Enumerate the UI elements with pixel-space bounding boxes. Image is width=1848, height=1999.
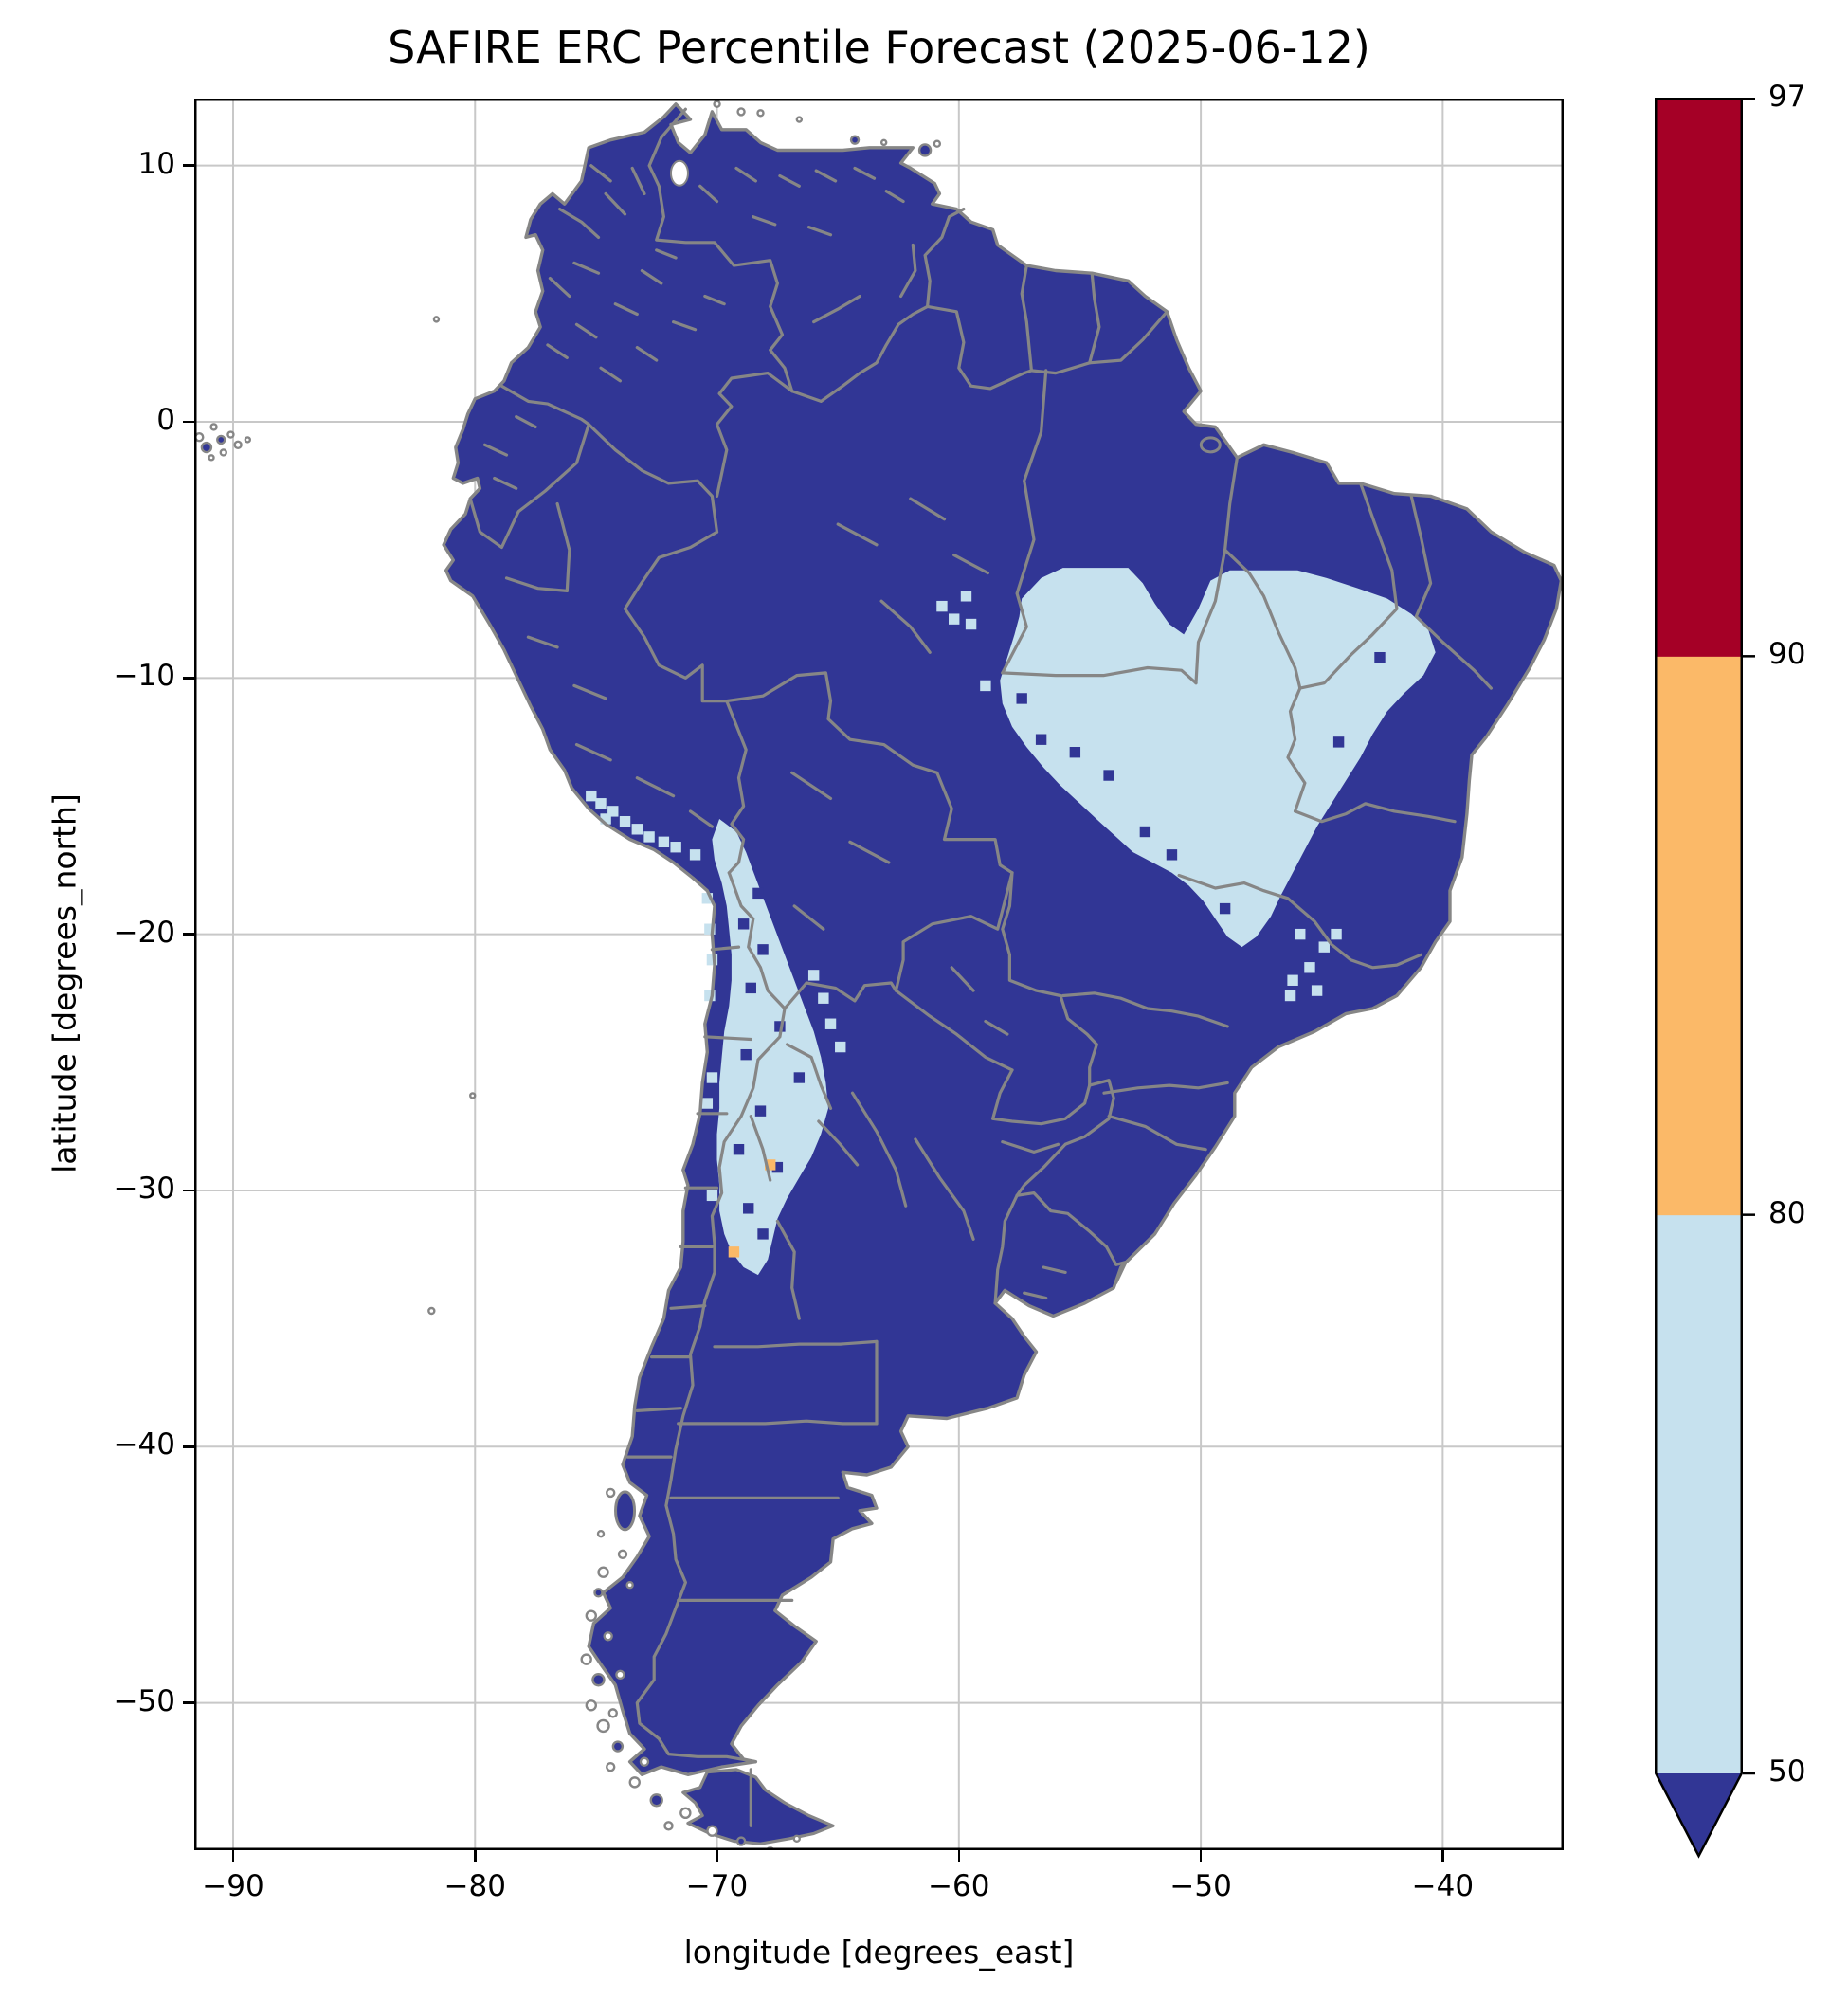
y-tick-mark [183, 677, 194, 680]
y-tick-label: −20 [113, 915, 175, 950]
y-tick-mark [183, 933, 194, 936]
colorbar-tick-label: 97 [1768, 80, 1806, 115]
colorbar-tick-label: 90 [1768, 637, 1806, 672]
x-tick-mark [1199, 1850, 1203, 1862]
x-tick-mark [716, 1850, 718, 1862]
x-axis-label: longitude [degrees_east] [683, 1934, 1075, 1971]
colorbar-tick-label: 80 [1768, 1195, 1806, 1230]
y-tick-label: −40 [113, 1427, 175, 1463]
y-tick-mark [183, 420, 194, 424]
colorbar [1655, 98, 1755, 1859]
y-axis-label: latitude [degrees_north] [45, 793, 83, 1173]
chart-title: SAFIRE ERC Percentile Forecast (2025-06-… [388, 22, 1370, 73]
y-tick-mark [183, 164, 194, 167]
y-tick-mark [183, 1445, 194, 1448]
y-tick-mark [183, 1189, 194, 1192]
x-tick-mark [474, 1850, 477, 1862]
x-tick-label: −50 [1169, 1869, 1232, 1903]
x-tick-mark [231, 1850, 235, 1862]
x-tick-label: −70 [685, 1869, 749, 1903]
x-tick-mark [1441, 1850, 1444, 1862]
x-tick-label: −80 [444, 1869, 506, 1903]
x-tick-mark [957, 1850, 961, 1862]
map-plot [194, 99, 1564, 1850]
x-tick-label: −90 [202, 1869, 264, 1903]
x-tick-label: −60 [928, 1869, 990, 1903]
colorbar-tick-label: 50 [1768, 1754, 1806, 1789]
x-tick-label: −40 [1411, 1869, 1475, 1903]
y-tick-mark [183, 1701, 194, 1704]
y-tick-label: −30 [113, 1171, 175, 1206]
y-tick-label: 10 [137, 146, 175, 181]
y-tick-label: −50 [113, 1683, 175, 1718]
y-tick-label: −10 [113, 659, 175, 694]
y-tick-label: 0 [156, 403, 175, 437]
